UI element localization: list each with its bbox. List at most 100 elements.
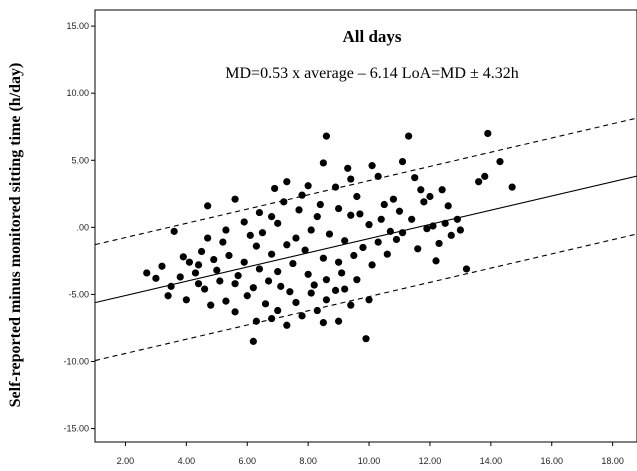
data-point [426, 192, 434, 201]
data-point [268, 250, 276, 258]
data-point [295, 206, 303, 214]
data-point [197, 247, 206, 256]
y-tick-label: 10.00 [66, 88, 89, 98]
data-point [264, 277, 273, 285]
data-point [222, 226, 230, 234]
data-point [246, 231, 254, 239]
data-point [319, 318, 327, 327]
data-point [240, 258, 248, 266]
data-point [255, 208, 264, 217]
data-point [304, 270, 312, 278]
data-point [341, 285, 349, 293]
data-point [249, 284, 257, 292]
data-point [179, 253, 187, 261]
y-tick-label: .00 [76, 222, 89, 232]
data-point [322, 276, 331, 284]
data-point [176, 273, 184, 281]
data-point [268, 314, 276, 323]
upper-limit-of-agreement-line [94, 117, 637, 246]
data-point [170, 227, 178, 235]
data-point [331, 183, 340, 191]
data-points [143, 129, 516, 345]
data-point [277, 282, 285, 290]
data-point [438, 186, 446, 194]
data-point [447, 231, 455, 239]
data-point [194, 261, 203, 269]
data-point [225, 251, 233, 260]
data-point [356, 210, 364, 218]
data-point [243, 292, 251, 300]
data-point [222, 297, 230, 305]
x-tick-label: 10.00 [358, 456, 381, 466]
data-point [359, 243, 367, 252]
data-point [456, 226, 464, 234]
data-point [350, 251, 358, 260]
data-point [334, 258, 343, 266]
y-tick-label: 5.00 [71, 155, 89, 165]
data-point [307, 226, 315, 234]
data-point [304, 182, 312, 190]
data-point [353, 192, 361, 201]
data-point [344, 164, 352, 172]
data-point [496, 158, 504, 166]
data-point [298, 312, 306, 320]
data-point [143, 269, 151, 277]
x-axis: 2.00 4.00 6.00 8.00 10.00 12.00 14.00 16.00 18.0… [117, 442, 624, 466]
lower-limit-of-agreement-line [94, 233, 637, 362]
data-point [185, 258, 193, 266]
data-point [365, 296, 373, 304]
x-tick-label: 6.00 [238, 456, 256, 466]
data-point [444, 202, 452, 210]
data-point [258, 229, 267, 237]
data-point [334, 204, 343, 213]
x-tick-label: 8.00 [299, 456, 317, 466]
data-point [207, 301, 215, 309]
data-point [322, 132, 331, 140]
y-axis-label: Self-reported minus monitored sitting ti… [7, 63, 24, 408]
data-point [386, 227, 394, 235]
data-point [216, 277, 224, 285]
data-point [164, 292, 172, 300]
data-point [341, 237, 349, 245]
data-point [374, 238, 382, 246]
data-point [353, 276, 361, 284]
mean-difference-line [94, 175, 637, 304]
data-point [274, 219, 282, 227]
data-point [395, 207, 404, 215]
data-point [325, 230, 334, 238]
regression-lines [94, 117, 637, 362]
data-point [368, 261, 376, 269]
data-point [398, 229, 407, 237]
data-point [508, 183, 516, 191]
data-point [347, 211, 355, 219]
x-tick-label: 16.00 [540, 456, 563, 466]
data-point [368, 162, 376, 170]
x-tick-label: 14.00 [480, 456, 503, 466]
data-point [298, 191, 306, 199]
data-point [152, 274, 160, 282]
chart-subtitle: MD=0.53 x average – 6.14 LoA=MD ± 4.32h [225, 65, 518, 82]
data-point [301, 246, 309, 254]
data-point [204, 234, 212, 242]
data-point [167, 282, 175, 290]
data-point [231, 308, 239, 316]
data-point [289, 259, 297, 268]
data-point [380, 200, 388, 209]
data-point [213, 266, 221, 274]
data-point [182, 296, 190, 304]
data-point [411, 174, 419, 182]
data-point [292, 298, 300, 307]
data-point [481, 172, 489, 180]
data-point [191, 269, 200, 277]
data-point [319, 254, 327, 262]
data-point [453, 215, 461, 223]
data-point [286, 288, 294, 296]
data-point [420, 198, 428, 206]
data-point [441, 219, 449, 227]
data-point [475, 178, 483, 186]
data-point [231, 280, 239, 288]
x-tick-label: 18.00 [601, 456, 624, 466]
data-point [316, 200, 324, 209]
data-point [414, 245, 422, 253]
